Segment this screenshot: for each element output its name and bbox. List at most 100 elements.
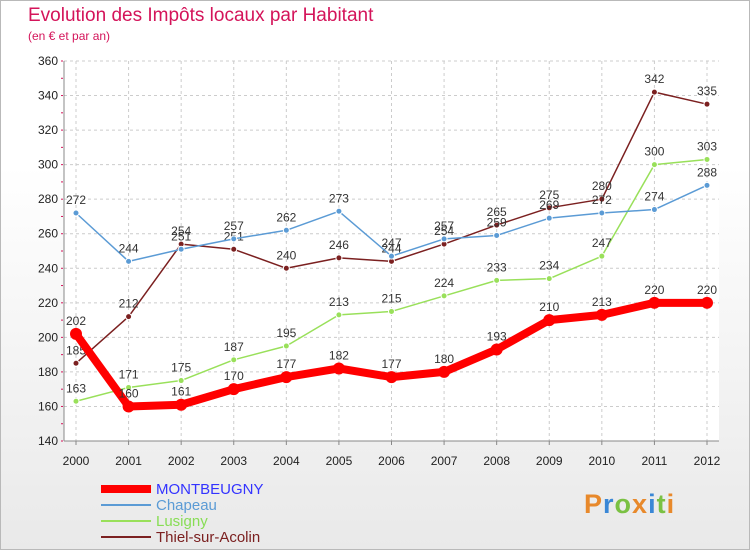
data-label: 177 — [276, 357, 296, 371]
data-point — [335, 311, 343, 319]
data-label: 215 — [381, 291, 401, 305]
y-tick-label: 220 — [38, 296, 58, 310]
y-tick-label: 140 — [38, 434, 58, 448]
data-label: 275 — [539, 188, 559, 202]
data-point — [125, 383, 133, 391]
data-point — [175, 398, 188, 411]
legend-label: Thiel-sur-Acolin — [156, 529, 260, 546]
data-point — [385, 371, 398, 384]
legend-label: MONTBEUGNY — [156, 481, 264, 498]
y-tick-label: 260 — [38, 227, 58, 241]
data-label: 240 — [276, 248, 296, 262]
data-point — [650, 161, 658, 169]
data-label: 303 — [697, 139, 717, 153]
data-point — [70, 327, 82, 340]
y-tick-label: 300 — [38, 158, 58, 172]
data-point — [72, 359, 80, 367]
data-point — [650, 88, 658, 96]
chart-subtitle: (en € et par an) — [28, 29, 111, 43]
data-label: 187 — [224, 340, 244, 354]
data-point — [493, 276, 501, 284]
data-label: 257 — [434, 219, 454, 233]
data-point — [703, 100, 711, 108]
data-label: 280 — [592, 179, 612, 193]
data-point — [493, 231, 501, 239]
data-label: 212 — [119, 297, 139, 311]
data-point — [650, 206, 658, 214]
data-point — [388, 307, 395, 315]
data-label: 265 — [487, 205, 507, 219]
data-label: 273 — [329, 191, 349, 205]
data-label: 182 — [329, 348, 349, 362]
y-tick-label: 180 — [38, 365, 58, 379]
data-label: 233 — [487, 260, 507, 274]
x-tick-label: 2012 — [694, 454, 721, 468]
data-point — [493, 221, 501, 229]
data-point — [282, 226, 290, 234]
y-tick-label: 200 — [38, 330, 58, 344]
data-point — [332, 362, 345, 375]
x-tick-label: 2009 — [536, 454, 563, 468]
data-label: 210 — [539, 300, 559, 314]
series-lusigny: 163 171 175 187 195 213 215 224 233 234 247 300 303 — [66, 139, 717, 405]
data-label: 220 — [697, 283, 717, 297]
data-label: 254 — [434, 224, 454, 238]
data-label: 170 — [224, 369, 244, 383]
data-label: 288 — [697, 165, 717, 179]
x-tick-label: 2010 — [588, 454, 615, 468]
data-label: 177 — [381, 357, 401, 371]
y-tick-label: 320 — [38, 123, 58, 137]
data-label: 335 — [697, 84, 717, 98]
data-label: 224 — [434, 276, 454, 290]
data-label: 300 — [644, 145, 664, 159]
data-point — [280, 371, 293, 384]
legend-label: Chapeau — [156, 497, 217, 514]
data-point — [438, 365, 451, 378]
data-point — [598, 252, 606, 260]
data-label: 171 — [119, 367, 139, 381]
data-point — [701, 296, 713, 309]
data-label: 213 — [592, 295, 612, 309]
series-thiel-sur-acolin: 185212254251240246244254265275280342335 — [66, 72, 717, 367]
data-label: 272 — [66, 193, 86, 207]
data-point — [122, 400, 135, 413]
data-label: 259 — [487, 215, 507, 229]
x-tick-label: 2007 — [431, 454, 458, 468]
data-point — [335, 254, 343, 262]
data-label: 195 — [276, 326, 296, 340]
data-label: 213 — [329, 295, 349, 309]
x-tick-label: 2005 — [326, 454, 353, 468]
data-label: 193 — [487, 329, 507, 343]
data-point — [703, 181, 711, 189]
x-tick-label: 2008 — [483, 454, 510, 468]
legend-label: Lusigny — [156, 513, 208, 530]
data-point — [230, 356, 238, 364]
data-label: 247 — [381, 236, 401, 250]
y-tick-label: 360 — [38, 54, 58, 68]
data-point — [545, 214, 553, 222]
data-label: 272 — [592, 193, 612, 207]
x-tick-label: 2001 — [115, 454, 142, 468]
series-montbeugny: 202 160 161 170 177 182 177 180 193 210 213 220 220 — [66, 283, 717, 413]
data-point — [72, 397, 80, 405]
data-point — [595, 308, 608, 321]
data-label: 342 — [644, 72, 664, 86]
y-tick-label: 160 — [38, 399, 58, 413]
data-point — [440, 292, 448, 300]
data-label: 220 — [644, 283, 664, 297]
x-tick-label: 2004 — [273, 454, 300, 468]
y-tick-label: 340 — [38, 89, 58, 103]
data-point — [490, 343, 503, 356]
data-point — [72, 209, 80, 217]
data-label: 160 — [119, 386, 139, 400]
x-tick-label: 2006 — [378, 454, 405, 468]
data-label: 180 — [434, 352, 454, 366]
data-point — [177, 245, 185, 253]
chart-title: Evolution des Impôts locaux par Habitant — [28, 5, 374, 26]
data-point — [388, 252, 395, 260]
data-label: 269 — [539, 198, 559, 212]
x-tick-label: 2002 — [168, 454, 195, 468]
data-label: 161 — [171, 385, 191, 399]
data-label: 202 — [66, 314, 86, 328]
